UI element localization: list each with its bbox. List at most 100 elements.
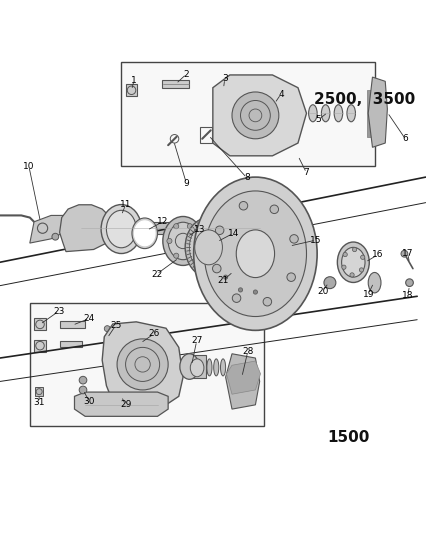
Text: 1500: 1500 xyxy=(328,430,370,445)
Circle shape xyxy=(350,273,354,277)
Text: 17: 17 xyxy=(402,249,413,258)
Bar xyxy=(60,321,85,328)
Text: 29: 29 xyxy=(120,400,131,409)
Text: 1: 1 xyxy=(131,76,137,85)
Circle shape xyxy=(167,238,172,244)
Bar xyxy=(189,355,205,378)
Ellipse shape xyxy=(185,217,232,277)
Ellipse shape xyxy=(207,359,212,376)
Text: 13: 13 xyxy=(194,224,205,233)
Ellipse shape xyxy=(321,105,330,122)
Ellipse shape xyxy=(180,354,199,379)
Ellipse shape xyxy=(194,177,317,330)
Text: 2500,  3500: 2500, 3500 xyxy=(314,92,415,107)
Ellipse shape xyxy=(195,230,223,265)
Bar xyxy=(126,84,138,96)
Circle shape xyxy=(406,279,413,287)
Circle shape xyxy=(174,224,179,229)
Text: 16: 16 xyxy=(372,250,384,259)
Bar xyxy=(162,80,189,88)
Circle shape xyxy=(238,288,243,292)
Ellipse shape xyxy=(190,359,204,377)
Circle shape xyxy=(117,339,168,390)
Circle shape xyxy=(79,386,87,394)
Circle shape xyxy=(253,290,258,294)
Circle shape xyxy=(212,264,221,273)
Polygon shape xyxy=(213,75,307,156)
Ellipse shape xyxy=(163,216,203,265)
Circle shape xyxy=(290,235,298,243)
Text: 14: 14 xyxy=(228,229,239,238)
Text: 2: 2 xyxy=(184,70,189,78)
Ellipse shape xyxy=(368,272,381,293)
Polygon shape xyxy=(60,205,113,252)
Ellipse shape xyxy=(132,218,158,248)
Polygon shape xyxy=(368,77,387,147)
Circle shape xyxy=(232,294,241,302)
Circle shape xyxy=(187,224,192,229)
Text: 3: 3 xyxy=(222,74,228,83)
Text: 6: 6 xyxy=(403,134,408,143)
Bar xyxy=(81,222,260,234)
Bar xyxy=(200,127,212,143)
Circle shape xyxy=(104,344,110,350)
Circle shape xyxy=(215,226,224,235)
Text: 7: 7 xyxy=(304,168,309,177)
Circle shape xyxy=(353,247,357,252)
Text: 19: 19 xyxy=(363,289,374,298)
Text: 10: 10 xyxy=(23,162,35,171)
Circle shape xyxy=(52,233,59,240)
Circle shape xyxy=(79,376,87,384)
Text: 25: 25 xyxy=(110,321,121,330)
Circle shape xyxy=(232,92,279,139)
Bar xyxy=(367,90,374,136)
Circle shape xyxy=(324,277,336,289)
Text: 23: 23 xyxy=(53,306,64,316)
Text: 24: 24 xyxy=(84,314,95,323)
Circle shape xyxy=(223,275,228,279)
Circle shape xyxy=(343,253,347,257)
Text: 9: 9 xyxy=(184,179,189,188)
Bar xyxy=(30,303,264,426)
Text: 26: 26 xyxy=(148,329,160,338)
Ellipse shape xyxy=(134,221,155,246)
Text: 18: 18 xyxy=(402,291,413,300)
Circle shape xyxy=(104,326,110,332)
Polygon shape xyxy=(102,322,183,405)
Bar xyxy=(34,340,46,352)
Ellipse shape xyxy=(334,105,343,122)
Text: 28: 28 xyxy=(242,347,254,356)
Circle shape xyxy=(401,251,408,257)
Circle shape xyxy=(239,201,248,210)
Ellipse shape xyxy=(347,105,356,122)
Text: 31: 31 xyxy=(33,398,45,407)
Ellipse shape xyxy=(218,86,229,94)
Ellipse shape xyxy=(205,191,307,317)
Polygon shape xyxy=(226,361,261,394)
Text: 12: 12 xyxy=(157,217,168,227)
Polygon shape xyxy=(30,215,64,243)
Bar xyxy=(121,62,374,166)
Ellipse shape xyxy=(168,222,198,260)
Bar xyxy=(34,318,46,330)
Circle shape xyxy=(270,205,279,214)
Ellipse shape xyxy=(337,242,369,282)
Ellipse shape xyxy=(101,205,141,254)
Polygon shape xyxy=(74,392,168,416)
Text: 20: 20 xyxy=(317,287,328,296)
Ellipse shape xyxy=(236,230,275,278)
Ellipse shape xyxy=(309,105,317,122)
Circle shape xyxy=(342,265,346,269)
Text: 22: 22 xyxy=(151,270,162,279)
Circle shape xyxy=(287,273,296,281)
Circle shape xyxy=(263,297,272,306)
Polygon shape xyxy=(226,354,260,409)
Text: 15: 15 xyxy=(310,236,321,245)
Circle shape xyxy=(194,238,199,244)
Circle shape xyxy=(187,253,192,259)
Circle shape xyxy=(104,335,110,341)
Circle shape xyxy=(174,253,179,259)
Text: 21: 21 xyxy=(218,276,229,285)
Ellipse shape xyxy=(106,211,136,248)
Bar xyxy=(35,387,43,397)
